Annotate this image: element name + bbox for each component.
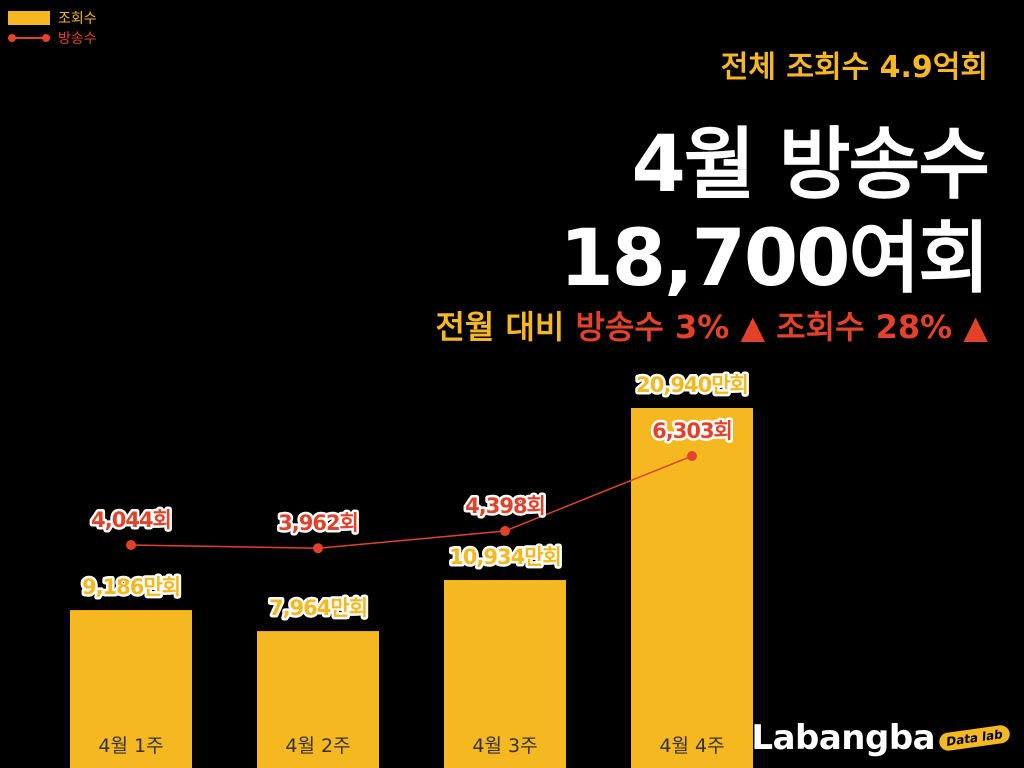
bar-views <box>257 631 379 768</box>
compare-broadcast: 방송수 3% <box>575 308 730 346</box>
brand-tag: Data lab <box>938 724 1011 752</box>
total-views-headline: 전체 조회수 4.9억회 <box>720 50 988 85</box>
line-value-label: 6,303회 <box>652 419 732 443</box>
brand-name: Labangba <box>751 718 936 758</box>
bar-value-label: 9,186만회 <box>82 575 180 599</box>
line-point <box>687 451 697 461</box>
category-label: 4월 3주 <box>472 735 537 757</box>
category-label: 4월 1주 <box>98 735 163 757</box>
brand-logo: Labangba Data lab <box>751 718 1011 758</box>
line-value-label: 4,398회 <box>465 494 545 518</box>
bar-views <box>631 408 753 768</box>
title-line-2: 18,700여회 <box>559 214 990 304</box>
line-point <box>126 540 136 550</box>
up-arrow-icon: ▲ <box>740 308 766 346</box>
line-point <box>500 526 510 537</box>
legend-line-swatch <box>8 31 50 45</box>
line-value-label: 4,044회 <box>91 508 171 532</box>
bar-value-label: 20,940만회 <box>636 373 748 397</box>
legend: 조회수 방송수 <box>8 8 97 48</box>
bar-value-label: 10,934만회 <box>449 545 561 569</box>
up-arrow-icon: ▲ <box>963 308 988 346</box>
legend-label-views: 조회수 <box>58 11 97 27</box>
legend-label-broadcasts: 방송수 <box>58 31 97 47</box>
category-label: 4월 4주 <box>659 735 724 757</box>
legend-item-views: 조회수 <box>8 8 97 28</box>
category-label: 4월 2주 <box>285 735 350 757</box>
legend-item-broadcasts: 방송수 <box>8 28 97 48</box>
bar-value-label: 7,964만회 <box>269 596 367 620</box>
month-comparison: 전월 대비 방송수 3% ▲ 조회수 28% ▲ <box>435 302 988 348</box>
line-value-label: 3,962회 <box>278 511 358 535</box>
compare-prefix: 전월 대비 <box>435 308 565 346</box>
title-line-1: 4월 방송수 <box>631 120 990 210</box>
bar-views <box>444 580 566 768</box>
series-line-broadcasts <box>130 455 693 549</box>
compare-views: 조회수 28% <box>776 308 953 346</box>
bar-views <box>70 610 192 768</box>
line-point <box>313 543 323 554</box>
legend-bar-swatch <box>8 11 50 25</box>
